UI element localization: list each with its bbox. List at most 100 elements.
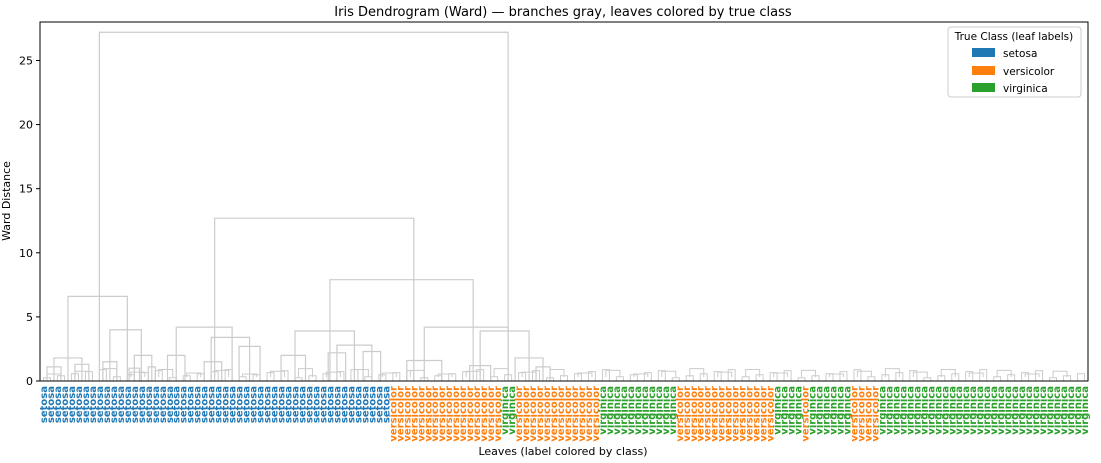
leaf-label: versicolor [402, 386, 413, 442]
leaf-label: setosa [81, 386, 92, 423]
dendrogram-leaf-link [727, 369, 736, 381]
leaf-label: virginica [822, 386, 833, 435]
dendrogram-leaf-link [671, 377, 680, 381]
leaf-label: versicolor [703, 386, 714, 442]
leaf-label: virginica [1010, 386, 1021, 435]
dendrogram-link [479, 330, 530, 381]
leaf-label: versicolor [514, 386, 525, 442]
leaf-label: virginica [1038, 386, 1049, 435]
leaf-label: versicolor [682, 386, 693, 442]
dendrogram-subcluster-link [353, 368, 369, 378]
leaf-label: virginica [1031, 386, 1042, 435]
dendrogram-link [514, 357, 544, 381]
dendrogram-leaf-link [587, 371, 596, 381]
leaf-label: setosa [360, 386, 371, 423]
dendrogram-subcluster-link [1024, 373, 1040, 378]
leaf-label: versicolor [752, 386, 763, 442]
leaf-label: versicolor [528, 386, 539, 442]
leaf-label: versicolor [479, 386, 490, 442]
dendrogram-subcluster-link [968, 372, 984, 378]
dendrogram-subcluster-link [912, 371, 928, 378]
leaf-label: versicolor [801, 386, 812, 442]
leaf-label: setosa [88, 386, 99, 423]
legend-label-setosa: setosa [1003, 48, 1037, 60]
leaf-label: setosa [130, 386, 141, 423]
dendrogram-leaf-link [1049, 377, 1058, 381]
leaf-label: virginica [1066, 386, 1077, 435]
dendrogram-link [329, 279, 474, 381]
leaf-label: virginica [654, 386, 665, 435]
leaf-label: virginica [926, 386, 937, 435]
dendrogram-subcluster-link [549, 368, 565, 378]
dendrogram-leaf-link [1021, 372, 1030, 381]
leaf-label: setosa [151, 386, 162, 423]
dendrogram-subcluster-link [381, 372, 397, 378]
y-axis: 0 5 10 15 20 25 [19, 54, 40, 388]
dendrogram-subcluster-link [298, 368, 313, 378]
leaf-label: setosa [74, 386, 85, 423]
leaf-label: versicolor [388, 386, 399, 442]
dendrogram-leaf-link [476, 369, 485, 381]
leaf-label: setosa [304, 386, 315, 423]
leaf-label: virginica [633, 386, 644, 435]
dendrogram-leaf-link [979, 369, 988, 381]
leaf-label: virginica [787, 386, 798, 435]
dendrogram-link [336, 344, 373, 381]
dendrogram-link [362, 350, 382, 381]
dendrogram-subcluster-link [717, 371, 733, 378]
leaf-label: virginica [877, 386, 888, 435]
dendrogram-subcluster-link [130, 371, 146, 378]
leaf-label: setosa [318, 386, 329, 423]
dendrogram-subcluster-link [940, 368, 956, 378]
dendrogram-link [166, 354, 186, 381]
leaf-label: setosa [339, 386, 350, 423]
leaf-label: virginica [507, 386, 518, 435]
legend: True Class (leaf labels) setosa versicol… [947, 26, 1082, 98]
leaf-label: versicolor [444, 386, 455, 442]
leaf-label: virginica [996, 386, 1007, 435]
dendrogram-subcluster-link [465, 370, 481, 378]
dendrogram-leaf-link [923, 377, 932, 381]
leaf-label: versicolor [724, 386, 735, 442]
leaf-label: versicolor [738, 386, 749, 442]
leaf-label: virginica [612, 386, 623, 435]
dendrogram-subcluster-link [270, 370, 286, 378]
dendrogram-subcluster-link [884, 368, 900, 378]
leaf-label: virginica [835, 386, 846, 435]
leaf-label: setosa [256, 386, 267, 423]
dendrogram-leaf-link [657, 370, 666, 381]
leaf-label: virginica [605, 386, 616, 435]
dendrogram-branches [42, 31, 1086, 381]
dendrogram-subcluster-link [521, 371, 537, 378]
leaf-label: setosa [353, 386, 364, 423]
leaf-label: setosa [200, 386, 211, 423]
dendrogram-subcluster-link [102, 368, 118, 378]
dendrogram-subcluster-link [605, 369, 621, 378]
leaf-label: versicolor [689, 386, 700, 442]
leaf-label: versicolor [759, 386, 770, 442]
leaf-label: virginica [1052, 386, 1063, 435]
dendrogram-subcluster-link [661, 370, 677, 378]
chart-title: Iris Dendrogram (Ward) — branches gray, … [334, 5, 792, 20]
dendrogram-leaf-link [965, 371, 974, 381]
leaf-label: virginica [933, 386, 944, 435]
leaf-label: setosa [270, 386, 281, 423]
leaf-label: virginica [794, 386, 805, 435]
leaf-label: setosa [325, 386, 336, 423]
y-tick-label: 0 [26, 375, 33, 388]
leaf-label: setosa [102, 386, 113, 423]
dendrogram-leaf-link [783, 370, 792, 381]
leaf-label: setosa [158, 386, 169, 423]
dendrogram-subcluster-link [577, 372, 593, 378]
leaf-label: virginica [773, 386, 784, 435]
leaf-label: setosa [46, 386, 57, 423]
y-tick-label: 20 [19, 119, 33, 132]
leaf-label: virginica [1024, 386, 1035, 435]
dendrogram-leaf-link [797, 377, 806, 381]
dendrogram-subcluster-link [409, 369, 425, 378]
leaf-label: setosa [60, 386, 71, 423]
leaf-label: virginica [884, 386, 895, 435]
leaf-label: virginica [989, 386, 1000, 435]
leaf-label: versicolor [549, 386, 560, 442]
dendrogram-leaf-link [546, 377, 555, 381]
